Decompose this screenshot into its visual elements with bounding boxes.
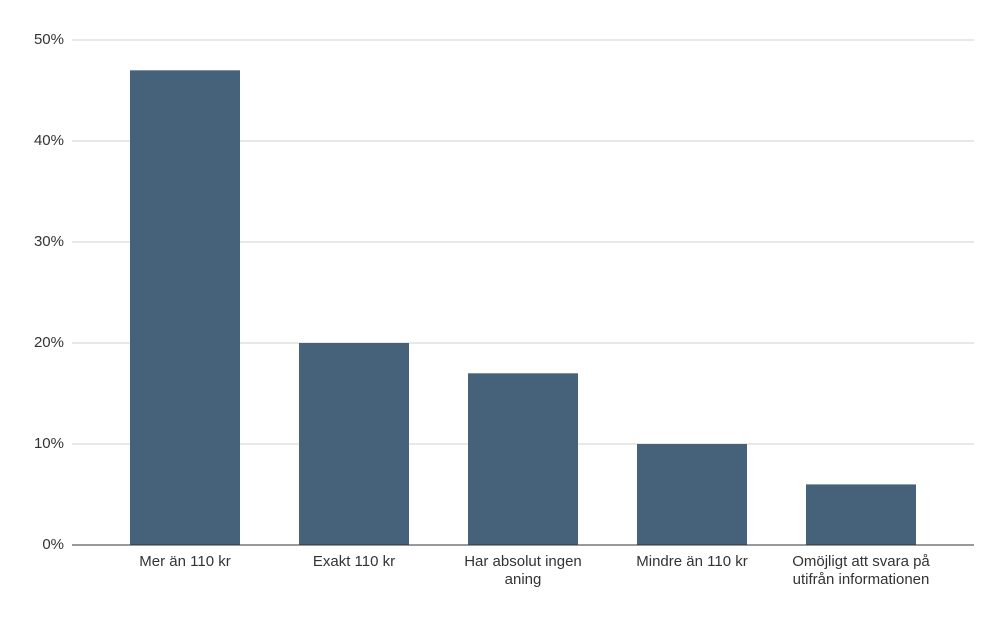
bar — [299, 343, 409, 545]
y-tick-label: 0% — [42, 536, 64, 553]
y-tick-label: 30% — [34, 233, 64, 250]
bar — [806, 484, 916, 545]
bar — [468, 373, 578, 545]
y-tick-label: 50% — [34, 31, 64, 48]
y-tick-label: 20% — [34, 334, 64, 351]
bar — [637, 444, 747, 545]
x-tick-label: Exakt 110 kr — [312, 553, 396, 570]
y-tick-label: 10% — [34, 435, 64, 452]
x-tick-label: Omöjligt att svara på utifrån informatio… — [792, 553, 930, 588]
x-tick-label: Mer än 110 kr — [139, 553, 231, 570]
bar — [130, 70, 240, 546]
y-tick-label: 40% — [34, 132, 64, 149]
x-tick-label: Mindre än 110 kr — [636, 553, 748, 570]
x-tick-label: Har absolut ingen aning — [464, 553, 582, 588]
